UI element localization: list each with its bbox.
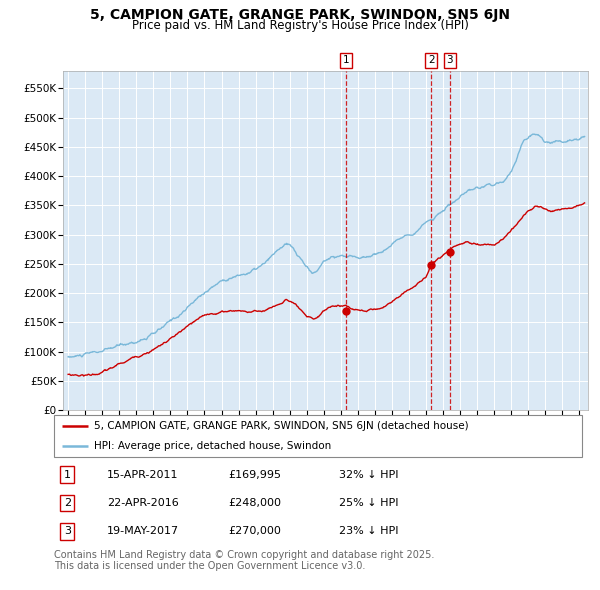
Text: 5, CAMPION GATE, GRANGE PARK, SWINDON, SN5 6JN (detached house): 5, CAMPION GATE, GRANGE PARK, SWINDON, S… bbox=[94, 421, 468, 431]
Text: £248,000: £248,000 bbox=[228, 498, 281, 508]
Text: £169,995: £169,995 bbox=[228, 470, 281, 480]
Text: Contains HM Land Registry data © Crown copyright and database right 2025.
This d: Contains HM Land Registry data © Crown c… bbox=[54, 550, 434, 572]
Text: 32% ↓ HPI: 32% ↓ HPI bbox=[339, 470, 398, 480]
Text: 22-APR-2016: 22-APR-2016 bbox=[107, 498, 179, 508]
Text: 1: 1 bbox=[64, 470, 71, 480]
Text: 2: 2 bbox=[64, 498, 71, 508]
Text: 3: 3 bbox=[64, 526, 71, 536]
Text: 15-APR-2011: 15-APR-2011 bbox=[107, 470, 178, 480]
Text: Price paid vs. HM Land Registry's House Price Index (HPI): Price paid vs. HM Land Registry's House … bbox=[131, 19, 469, 32]
Text: 23% ↓ HPI: 23% ↓ HPI bbox=[339, 526, 398, 536]
Text: 19-MAY-2017: 19-MAY-2017 bbox=[107, 526, 179, 536]
Text: 25% ↓ HPI: 25% ↓ HPI bbox=[339, 498, 398, 508]
Text: 2: 2 bbox=[428, 55, 434, 65]
FancyBboxPatch shape bbox=[54, 415, 582, 457]
Text: 5, CAMPION GATE, GRANGE PARK, SWINDON, SN5 6JN: 5, CAMPION GATE, GRANGE PARK, SWINDON, S… bbox=[90, 8, 510, 22]
Text: 1: 1 bbox=[343, 55, 349, 65]
Text: 3: 3 bbox=[446, 55, 453, 65]
Text: £270,000: £270,000 bbox=[228, 526, 281, 536]
Text: HPI: Average price, detached house, Swindon: HPI: Average price, detached house, Swin… bbox=[94, 441, 331, 451]
